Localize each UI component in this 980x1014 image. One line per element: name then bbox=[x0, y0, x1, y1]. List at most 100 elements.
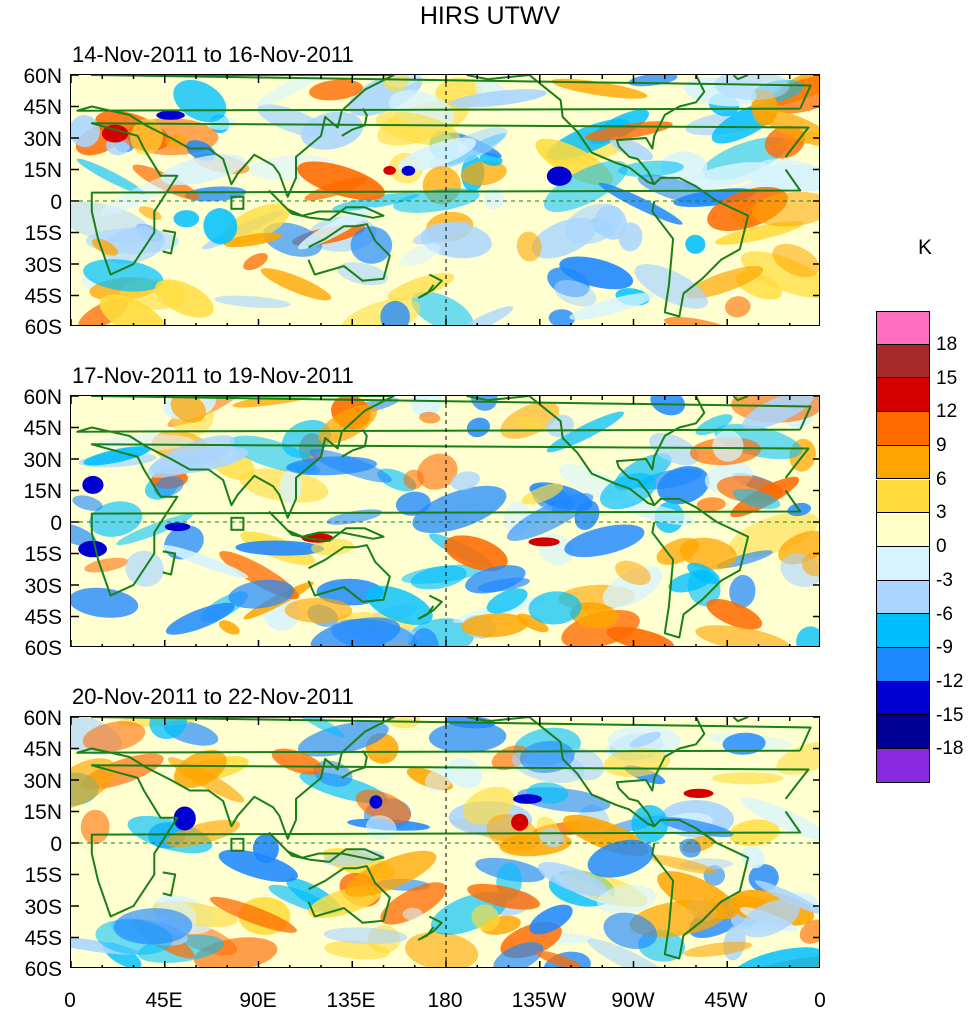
anomaly-patch bbox=[528, 591, 582, 625]
coastline bbox=[651, 176, 750, 318]
lon-0: 0 bbox=[64, 989, 76, 1012]
p1-lat-30s: 30S bbox=[24, 254, 62, 277]
p1-lat-15s: 15S bbox=[24, 222, 62, 245]
p1-lat-60n: 60N bbox=[23, 65, 62, 88]
coastline bbox=[162, 550, 177, 576]
anomaly-patch bbox=[461, 613, 529, 638]
anomaly-patch bbox=[407, 618, 475, 646]
anomaly-patch bbox=[284, 597, 353, 624]
anomaly-patch bbox=[615, 560, 651, 585]
anomaly-patch bbox=[685, 234, 706, 254]
anomaly-patch bbox=[397, 137, 477, 172]
anomaly-patch bbox=[450, 471, 481, 491]
figure-title: HIRS UTWV bbox=[419, 2, 561, 30]
anomaly-patch bbox=[449, 89, 547, 108]
p1-lat-45s: 45S bbox=[24, 285, 62, 308]
anomaly-patch bbox=[546, 414, 575, 438]
anomaly-patch bbox=[161, 544, 249, 579]
anomaly-patch bbox=[412, 485, 507, 534]
coastline bbox=[341, 429, 368, 458]
colorbar-label: -15 bbox=[936, 705, 964, 726]
panel-1-map bbox=[70, 74, 820, 326]
anomaly-patch bbox=[76, 158, 146, 195]
anomaly-patch bbox=[772, 243, 819, 278]
anomaly-patch bbox=[286, 456, 378, 476]
p1-lat-30n: 30N bbox=[23, 128, 62, 151]
anomaly-patch bbox=[728, 511, 819, 558]
region-box bbox=[230, 195, 245, 210]
anomaly-patch bbox=[165, 602, 235, 635]
anomaly-patch bbox=[209, 896, 297, 933]
anomaly-patch bbox=[587, 938, 674, 967]
anomaly-patch bbox=[742, 396, 815, 430]
anomaly-patch bbox=[685, 266, 764, 299]
anomaly-patch bbox=[750, 164, 819, 192]
anomaly-patch bbox=[739, 797, 819, 842]
anomaly-patch bbox=[99, 172, 185, 217]
anomaly-patch bbox=[569, 292, 654, 320]
anomaly-patch bbox=[271, 748, 323, 775]
coastline bbox=[651, 818, 750, 960]
anomaly-patch bbox=[380, 882, 447, 925]
anomaly-patch bbox=[609, 136, 654, 161]
anomaly-extreme bbox=[513, 794, 542, 804]
anomaly-patch bbox=[460, 161, 507, 186]
anomaly-patch bbox=[729, 574, 756, 608]
colorbar-label: 18 bbox=[936, 334, 958, 355]
coastline bbox=[90, 122, 810, 276]
coastline bbox=[307, 865, 391, 924]
anomaly-patch bbox=[297, 161, 385, 201]
anomaly-patch bbox=[531, 217, 597, 259]
anomaly-patch bbox=[375, 111, 460, 146]
colorbar-label: 6 bbox=[936, 469, 947, 490]
lon-90w: 90W bbox=[611, 989, 655, 1012]
coastline bbox=[732, 75, 749, 81]
anomaly-patch bbox=[149, 717, 187, 740]
anomaly-patch bbox=[618, 160, 684, 177]
region-box bbox=[230, 837, 245, 852]
anomaly-patch bbox=[173, 210, 200, 228]
anomaly-patch bbox=[399, 243, 441, 267]
anomaly-extreme bbox=[511, 813, 529, 831]
coastline bbox=[90, 443, 810, 597]
anomaly-patch bbox=[130, 118, 163, 156]
anomaly-extreme bbox=[546, 166, 572, 186]
anomaly-patch bbox=[648, 854, 717, 875]
coastline bbox=[417, 915, 443, 941]
lon-135e: 135E bbox=[326, 989, 376, 1012]
anomaly-patch bbox=[722, 732, 766, 755]
anomaly-patch bbox=[71, 201, 152, 244]
anomaly-patch bbox=[516, 231, 542, 262]
anomaly-patch bbox=[796, 626, 819, 646]
panel-1-title: 14-Nov-2011 to 16-Nov-2011 bbox=[72, 42, 354, 67]
p1-lat-0: 0 bbox=[50, 191, 62, 214]
coastline bbox=[732, 717, 749, 723]
anomaly-extreme bbox=[164, 522, 191, 532]
anomaly-patch bbox=[89, 501, 143, 537]
colorbar-box bbox=[876, 311, 930, 345]
p3-lat-60n: 60N bbox=[23, 707, 62, 730]
anomaly-patch bbox=[71, 587, 139, 618]
colorbar-box bbox=[876, 412, 930, 446]
anomaly-patch bbox=[402, 907, 423, 921]
coastline bbox=[162, 871, 177, 897]
colorbar-label: 12 bbox=[936, 401, 958, 422]
anomaly-patch bbox=[712, 430, 744, 462]
anomaly-patch bbox=[80, 809, 110, 845]
anomaly-patch bbox=[84, 557, 129, 573]
anomaly-patch bbox=[417, 453, 458, 490]
p1-lat-60s: 60S bbox=[24, 316, 62, 339]
colorbar-label: 9 bbox=[936, 435, 947, 456]
colorbar-label: -3 bbox=[936, 570, 953, 591]
anomaly-patch bbox=[660, 151, 708, 183]
anomaly-patch bbox=[471, 904, 500, 932]
anomaly-patch bbox=[543, 160, 628, 213]
anomaly-patch bbox=[309, 79, 363, 101]
anomaly-patch bbox=[776, 741, 819, 775]
anomaly-patch bbox=[554, 280, 597, 307]
coastline bbox=[341, 108, 368, 137]
p2-lat-15s: 15S bbox=[24, 543, 62, 566]
colorbar-box bbox=[876, 479, 930, 514]
anomaly-patch bbox=[235, 540, 325, 556]
anomaly-patch bbox=[99, 294, 169, 325]
